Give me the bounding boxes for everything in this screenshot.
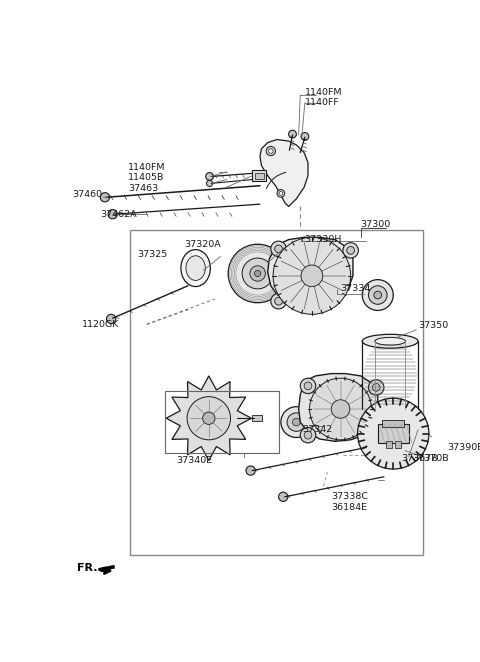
Text: 37300: 37300 — [360, 220, 391, 228]
Circle shape — [279, 191, 283, 195]
Circle shape — [277, 189, 285, 197]
Circle shape — [268, 149, 273, 154]
Circle shape — [369, 380, 384, 395]
Bar — [385, 442, 392, 448]
Text: 37462A: 37462A — [100, 210, 137, 218]
Circle shape — [357, 432, 365, 439]
Circle shape — [405, 430, 416, 441]
Circle shape — [405, 445, 416, 456]
Bar — [252, 170, 266, 181]
Circle shape — [347, 246, 355, 254]
Text: 37325: 37325 — [137, 250, 168, 260]
Text: 1140FM: 1140FM — [305, 88, 342, 97]
Circle shape — [343, 243, 359, 258]
Circle shape — [287, 413, 306, 432]
Circle shape — [399, 453, 409, 463]
Bar — [165, 391, 279, 453]
Polygon shape — [99, 565, 114, 571]
Circle shape — [300, 428, 316, 443]
Circle shape — [271, 293, 286, 309]
Circle shape — [331, 400, 350, 418]
Circle shape — [374, 291, 382, 299]
Circle shape — [300, 378, 316, 394]
Polygon shape — [268, 237, 353, 307]
Ellipse shape — [375, 338, 406, 345]
Text: 1140FF: 1140FF — [305, 98, 340, 107]
Polygon shape — [166, 376, 252, 461]
Bar — [254, 173, 264, 179]
Text: 37460: 37460 — [72, 191, 103, 199]
Bar — [130, 230, 423, 555]
Text: 37390B: 37390B — [447, 443, 480, 452]
Circle shape — [254, 270, 261, 277]
Text: 1120GK: 1120GK — [82, 320, 119, 329]
Text: 37340E: 37340E — [176, 456, 212, 465]
Circle shape — [288, 130, 296, 138]
Circle shape — [275, 297, 282, 305]
Text: 37320A: 37320A — [184, 240, 221, 250]
Circle shape — [278, 492, 288, 501]
Circle shape — [399, 438, 409, 448]
Text: 37463: 37463 — [128, 183, 158, 193]
Circle shape — [292, 418, 300, 426]
Circle shape — [281, 406, 312, 438]
Circle shape — [187, 397, 230, 440]
Bar — [395, 442, 401, 448]
Circle shape — [107, 314, 116, 324]
Circle shape — [273, 237, 350, 314]
Circle shape — [310, 378, 372, 440]
Circle shape — [100, 193, 109, 202]
Circle shape — [275, 245, 282, 253]
Circle shape — [409, 414, 418, 423]
Bar — [383, 420, 404, 428]
Ellipse shape — [362, 402, 418, 416]
Circle shape — [108, 210, 117, 219]
Text: 37367B: 37367B — [401, 453, 438, 463]
Text: 37342: 37342 — [302, 425, 333, 434]
Circle shape — [206, 180, 213, 187]
Text: 11405B: 11405B — [128, 173, 165, 183]
Circle shape — [358, 399, 429, 469]
Circle shape — [369, 286, 387, 305]
Polygon shape — [299, 373, 378, 442]
Circle shape — [301, 265, 323, 287]
Text: 36184E: 36184E — [331, 503, 367, 512]
Circle shape — [242, 258, 273, 289]
Ellipse shape — [375, 405, 406, 413]
Circle shape — [228, 244, 287, 303]
Bar — [252, 415, 262, 421]
Circle shape — [206, 173, 214, 180]
Circle shape — [304, 432, 312, 439]
Circle shape — [372, 383, 380, 391]
Circle shape — [266, 146, 276, 156]
Text: 37350: 37350 — [418, 321, 448, 330]
Text: 37334: 37334 — [340, 285, 371, 293]
Circle shape — [362, 279, 393, 310]
Bar — [378, 424, 409, 443]
Text: 37330H: 37330H — [304, 235, 341, 244]
Text: 37370B: 37370B — [413, 453, 449, 463]
Text: 1140FM: 1140FM — [128, 164, 166, 173]
Ellipse shape — [362, 334, 418, 348]
Circle shape — [271, 241, 286, 257]
Ellipse shape — [186, 256, 205, 281]
Text: 37338C: 37338C — [331, 493, 368, 501]
Polygon shape — [260, 140, 308, 207]
Circle shape — [399, 422, 409, 433]
Ellipse shape — [181, 250, 210, 287]
Circle shape — [203, 412, 215, 424]
Circle shape — [304, 382, 312, 390]
Circle shape — [301, 132, 309, 140]
Text: FR.: FR. — [77, 563, 97, 573]
Circle shape — [250, 265, 265, 281]
Circle shape — [246, 466, 255, 475]
